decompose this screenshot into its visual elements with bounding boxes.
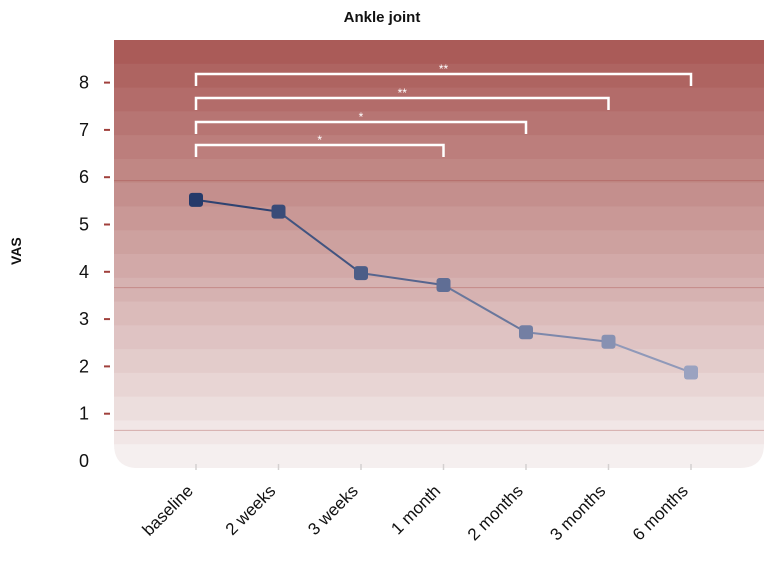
background-band — [114, 372, 764, 398]
significance-label: ** — [439, 62, 449, 76]
y-tick-label: 3 — [79, 309, 89, 329]
background-band — [114, 135, 764, 160]
x-tick-label: 6 months — [629, 481, 692, 544]
y-tick-label: 6 — [79, 167, 89, 187]
background-band — [114, 230, 764, 255]
data-point — [684, 365, 698, 380]
background-band — [114, 254, 764, 279]
significance-bracket — [194, 72, 693, 86]
x-tick-label: baseline — [139, 481, 197, 539]
background-band — [114, 111, 764, 136]
background-band — [114, 420, 764, 445]
background-band — [114, 40, 764, 65]
background-band — [114, 206, 764, 231]
x-tick-label: 1 month — [387, 481, 444, 538]
x-tick-label: 2 weeks — [222, 481, 280, 539]
y-axis: 0 1 2 3 4 5 6 7 8 — [79, 73, 110, 471]
y-tick-label: 0 — [79, 451, 89, 471]
series-line-segment — [443, 284, 527, 334]
y-tick-label: 8 — [79, 73, 89, 93]
significance-label: ** — [398, 86, 408, 100]
significance-bracket — [194, 96, 610, 110]
y-tick-label: 5 — [79, 215, 89, 235]
data-series — [189, 192, 698, 380]
data-point — [271, 204, 286, 219]
background-band — [114, 182, 764, 208]
y-tick-label: 4 — [79, 262, 89, 282]
series-line-segment — [525, 331, 609, 343]
significance-label: * — [359, 110, 364, 124]
chart-title: Ankle joint — [343, 9, 421, 26]
x-axis: baseline 2 weeks 3 weeks 1 month 2 months 3 m… — [139, 464, 692, 544]
data-point — [436, 277, 451, 292]
series-line-segment — [195, 198, 279, 213]
background-band — [114, 301, 764, 326]
x-tick-label: 3 months — [546, 481, 609, 544]
background-band — [114, 444, 764, 468]
series-line-segment — [277, 210, 362, 274]
background-band — [114, 396, 764, 422]
y-tick-label: 1 — [79, 404, 89, 424]
background-band — [114, 158, 764, 184]
significance-bracket — [194, 120, 528, 134]
data-point — [601, 334, 616, 349]
significance-brackets: ****** — [194, 62, 693, 157]
background-band — [114, 349, 764, 374]
plot-background — [114, 40, 764, 468]
significance-label: * — [317, 133, 322, 147]
data-point — [519, 325, 533, 340]
x-tick-label: 2 months — [464, 481, 527, 544]
background-band — [114, 325, 764, 350]
y-tick-label: 2 — [79, 356, 89, 376]
background-band — [114, 87, 764, 112]
series-line-segment — [608, 340, 692, 374]
series-line-segment — [360, 272, 444, 286]
y-tick-label: 7 — [79, 120, 89, 140]
background-band — [114, 63, 764, 89]
significance-bracket — [194, 143, 445, 157]
data-point — [189, 192, 203, 207]
x-tick-label: 3 weeks — [304, 481, 362, 539]
data-point — [354, 266, 368, 281]
